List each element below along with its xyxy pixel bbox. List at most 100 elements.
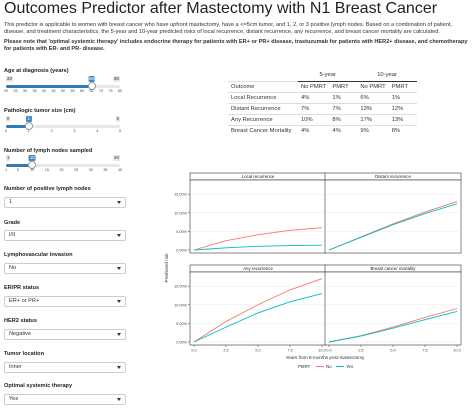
slider-handle[interactable] <box>24 122 33 130</box>
panel-plot-area <box>189 179 327 254</box>
page-title: Outcomes Predictor after Mastectomy with… <box>4 0 438 17</box>
x-tick-label: 5.0 <box>390 349 395 353</box>
risk-chart: Predicted risk Local recurrence 0.00% 5.00%… <box>164 172 462 369</box>
chevron-down-icon <box>117 333 121 336</box>
table-row: Local Recurrence 4% 1% 6% 1% <box>228 91 417 103</box>
slider-tick-label: 5 <box>16 168 19 172</box>
table-cell: 4% <box>298 91 330 103</box>
grade-select[interactable]: I/II <box>4 230 126 241</box>
slider-tick-label: 25 <box>13 89 18 93</box>
slider-tick-label: 45 <box>51 89 56 93</box>
legend-label: No <box>326 364 332 369</box>
table-cell: Breast Cancer Mortality <box>228 124 298 136</box>
series-line-yes <box>328 311 458 343</box>
er-pr-label: ER/PR status <box>4 285 40 291</box>
slider-tick-label: 1 <box>27 129 30 133</box>
table-cell: 8% <box>329 113 358 125</box>
y-tick-label: 15.00% <box>174 285 188 289</box>
slider-max-label: 5 <box>115 116 120 122</box>
x-tick-label: 10.0 <box>453 349 460 353</box>
slider-value-badge: 65 <box>88 76 95 82</box>
slider-ticks: 1 5 10 15 20 25 30 35 40 <box>5 168 122 175</box>
lvi-select[interactable]: No <box>4 263 126 274</box>
table-cell: 1% <box>388 91 417 103</box>
slider-tick-label: 75 <box>108 89 113 93</box>
slider-min-label: 20 <box>6 76 13 82</box>
location-label: Tumor location <box>4 351 44 357</box>
chevron-down-icon <box>117 398 121 401</box>
chevron-down-icon <box>117 300 121 303</box>
slider-handle[interactable] <box>28 161 37 169</box>
age-slider[interactable]: 20 80 65 20 25 30 35 40 45 50 55 60 65 70 75 80 <box>4 76 122 96</box>
slider-handle[interactable] <box>87 82 96 90</box>
table-cell: 17% <box>357 113 389 125</box>
slider-value-badge: 10 <box>28 155 36 161</box>
results-table: 5-year 10-year Outcome No PMRT PMRT No P… <box>228 70 417 136</box>
slider-ticks: 0 1 2 3 4 5 <box>5 129 121 136</box>
her2-select[interactable]: Negative <box>4 329 126 340</box>
x-tick-label: 7.5 <box>287 349 292 353</box>
col-header: PMRT <box>329 80 358 92</box>
slider-tick-label: 30 <box>23 89 27 93</box>
slider-track <box>6 164 120 167</box>
x-axis-label: Years from 6-months post-mastectomy <box>286 355 365 360</box>
table-cell: Distant Recurrence <box>228 102 298 114</box>
er-pr-select[interactable]: ER+ or PR+ <box>4 296 126 307</box>
series-line-no <box>193 227 323 251</box>
table-cell: 4% <box>298 124 330 136</box>
table-cell: 6% <box>357 91 389 103</box>
slider-tick-label: 1 <box>5 168 7 172</box>
therapy-select[interactable]: Yes <box>4 394 126 405</box>
x-tick-label: 7.5 <box>422 349 427 353</box>
slider-tick-label: 0 <box>5 129 7 133</box>
positive-nodes-select[interactable]: 1 <box>4 197 126 208</box>
series-line-yes <box>328 203 458 251</box>
slider-fill <box>6 164 33 167</box>
location-select[interactable]: Inner <box>4 362 126 373</box>
chevron-down-icon <box>117 201 121 204</box>
slider-tick-label: 5 <box>119 129 121 133</box>
legend-title: PMRT <box>298 364 311 369</box>
table-row: Breast Cancer Mortality 4% 4% 9% 8% <box>228 124 417 136</box>
table-cell: 10% <box>298 113 330 125</box>
slider-max-label: 40 <box>113 155 120 161</box>
grade-value: I/II <box>9 232 16 238</box>
x-tick-label: 0.0 <box>191 349 196 353</box>
slider-tick-label: 10 <box>30 168 35 172</box>
positive-nodes-value: 1 <box>9 199 13 205</box>
series-line-no <box>193 278 323 343</box>
table-cell: 1% <box>329 91 358 103</box>
panel-title: Breast cancer mortality <box>371 266 417 271</box>
y-tick-label: 10.00% <box>174 211 188 215</box>
therapy-label: Optimal systemic therapy <box>4 383 73 389</box>
panel-title: Any recurrence <box>243 266 273 271</box>
table-row: Any Recurrence 10% 8% 17% 13% <box>228 113 417 125</box>
chevron-down-icon <box>117 234 121 237</box>
slider-fill <box>6 85 92 88</box>
y-tick-label: 15.00% <box>174 193 188 197</box>
slider-tick-label: 35 <box>32 89 37 93</box>
col-header: PMRT <box>388 80 417 92</box>
series-line-yes <box>193 244 323 251</box>
slider-tick-label: 80 <box>118 89 122 93</box>
nodes-sampled-label: Number of lymph nodes sampled <box>4 148 93 154</box>
slider-tick-label: 4 <box>96 129 99 133</box>
slider-tick-label: 40 <box>118 168 122 172</box>
grade-label: Grade <box>4 220 21 226</box>
slider-tick-label: 40 <box>42 89 46 93</box>
slider-tick-label: 50 <box>61 89 65 93</box>
table-cell: Any Recurrence <box>228 113 298 125</box>
table-cell: 4% <box>329 124 358 136</box>
slider-tick-label: 20 <box>59 168 64 172</box>
table-cell: 9% <box>357 124 389 136</box>
age-label: Age at diagnosis (years) <box>4 68 69 74</box>
slider-tick-label: 25 <box>74 168 79 172</box>
table-cell: 12% <box>388 102 417 114</box>
tumor-size-label: Pathologic tumor size (cm) <box>4 108 76 114</box>
y-tick-label: 5.00% <box>176 230 187 234</box>
y-tick-label: 5.00% <box>176 322 187 326</box>
table-cell: 13% <box>357 102 389 114</box>
nodes-sampled-slider[interactable]: 1 40 10 1 5 10 15 20 25 30 35 40 <box>5 155 122 175</box>
slider-tick-label: 70 <box>99 89 103 93</box>
